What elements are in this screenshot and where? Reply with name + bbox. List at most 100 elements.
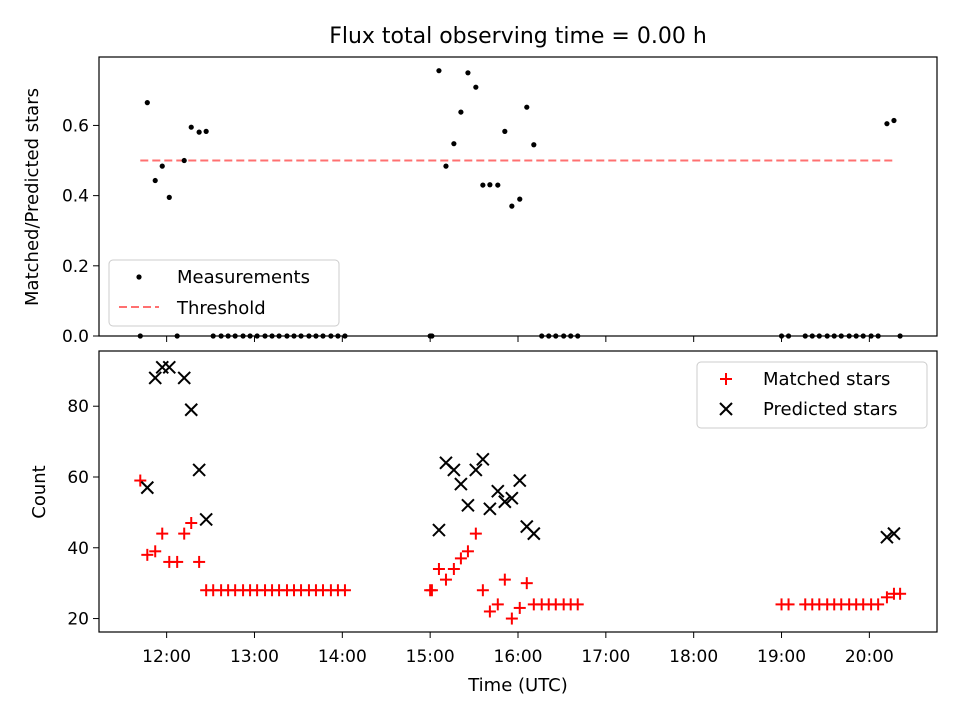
predicted-star-marker (140, 480, 155, 495)
predicted-star-stroke-b (140, 480, 155, 495)
matched-star-marker (520, 577, 533, 590)
measurement-point (517, 196, 523, 202)
legend-matched-label: Matched stars (763, 369, 890, 390)
bottom-x-tick-label: 17:00 (581, 647, 630, 667)
matched-star-marker (432, 563, 445, 576)
predicted-star-marker (527, 526, 541, 541)
matched-star-marker (447, 563, 460, 576)
bottom-y-axis: 20 40 60 80 (67, 397, 99, 630)
bottom-y-tick-label: 40 (67, 539, 89, 559)
predicted-star-stroke-b (505, 491, 519, 505)
bottom-y-tick-label: 20 (67, 610, 89, 630)
matched-star-marker (505, 612, 518, 625)
matched-star-marker (156, 527, 169, 540)
predicted-star-stroke-b (447, 463, 461, 477)
measurement-point (159, 163, 165, 169)
measurement-point (152, 177, 158, 184)
bottom-x-tick-label: 18:00 (669, 647, 718, 667)
bottom-marks (134, 360, 907, 625)
predicted-star-stroke-b (520, 519, 534, 534)
matched-star-marker (171, 555, 184, 568)
matched-star-marker (469, 527, 482, 540)
matched-star-marker (491, 598, 504, 611)
top-legend: Measurements Threshold (108, 259, 340, 327)
bottom-x-tick-label: 12:00 (142, 647, 191, 667)
top-y-tick-label: 0.2 (62, 257, 89, 277)
matched-star-marker (193, 555, 206, 568)
predicted-star-stroke-b (439, 456, 453, 470)
predicted-star-stroke-b (454, 477, 468, 491)
matched-star-marker (476, 584, 489, 597)
predicted-star-marker (177, 371, 191, 385)
legend-measurements-label: Measurements (177, 267, 310, 288)
predicted-star-stroke-b (192, 463, 206, 477)
matched-star-marker (338, 584, 351, 597)
measurement-point (524, 104, 530, 110)
matched-star-marker (571, 598, 584, 611)
chart-title: Flux total observing time = 0.00 h (329, 24, 707, 49)
measurement-point (181, 157, 187, 164)
measurement-point (473, 84, 479, 90)
bottom-x-tick-label: 19:00 (757, 647, 806, 667)
predicted-star-stroke-b (483, 502, 497, 516)
predicted-star-stroke-b (177, 371, 191, 385)
measurement-point (480, 182, 486, 188)
matched-star-marker (425, 584, 438, 597)
measurement-point (188, 124, 194, 130)
predicted-star-stroke-b (887, 526, 901, 541)
top-y-tick-label: 0.0 (62, 327, 89, 347)
measurement-point (884, 121, 890, 127)
bottom-x-tick-label: 13:00 (230, 647, 279, 667)
bottom-x-axis: 12:00 13:00 14:00 15:00 16:00 17:00 18:00 19:00… (142, 632, 894, 667)
matched-star-marker (439, 573, 452, 586)
measurement-point (531, 142, 537, 148)
measurement-point (166, 194, 172, 200)
measurement-point (203, 128, 209, 134)
matched-star-marker (454, 552, 467, 565)
predicted-star-stroke-b (162, 360, 176, 374)
bottom-x-tick-label: 20:00 (845, 647, 894, 667)
predicted-star-marker (148, 371, 162, 385)
measurement-point (144, 100, 150, 106)
bottom-legend: Matched stars Predicted stars (696, 361, 928, 429)
measurement-point (495, 182, 501, 188)
top-y-tick-label: 0.4 (62, 187, 89, 207)
matched-star-marker (513, 601, 526, 614)
predicted-star-stroke-b (199, 512, 213, 527)
predicted-star-stroke-b (527, 526, 541, 541)
bottom-y-axis-label: Count (29, 465, 50, 518)
legend-matched-marker (720, 373, 732, 385)
matched-star-marker (149, 545, 162, 558)
matched-star-marker (483, 605, 496, 618)
predicted-star-marker (192, 463, 206, 477)
matched-star-marker (185, 516, 198, 529)
bottom-y-tick-label: 80 (67, 397, 89, 417)
predicted-star-marker (432, 523, 446, 537)
measurement-point (451, 141, 457, 147)
predicted-star-stroke-b (880, 530, 894, 544)
predicted-star-marker (162, 360, 176, 374)
measurement-point (458, 109, 464, 115)
predicted-star-marker (505, 491, 519, 505)
matched-star-marker (498, 573, 511, 586)
predicted-star-marker (476, 452, 490, 467)
bottom-y-tick-label: 60 (67, 468, 89, 488)
matched-star-marker (872, 598, 885, 611)
legend-threshold-label: Threshold (176, 298, 266, 319)
measurement-point (891, 117, 897, 124)
measurement-point (509, 203, 515, 209)
measurement-point (443, 163, 449, 169)
x-axis-label: Time (UTC) (467, 675, 568, 696)
predicted-star-marker (184, 403, 198, 417)
predicted-star-stroke-b (491, 484, 505, 498)
predicted-star-stroke-b (432, 523, 446, 537)
bottom-legend-box (696, 361, 928, 429)
predicted-star-marker (887, 526, 901, 541)
measurement-point (436, 68, 442, 74)
measurement-point (487, 182, 493, 188)
measurement-point (196, 129, 202, 135)
bottom-x-tick-label: 16:00 (494, 647, 543, 667)
predicted-star-stroke-b (513, 473, 527, 488)
